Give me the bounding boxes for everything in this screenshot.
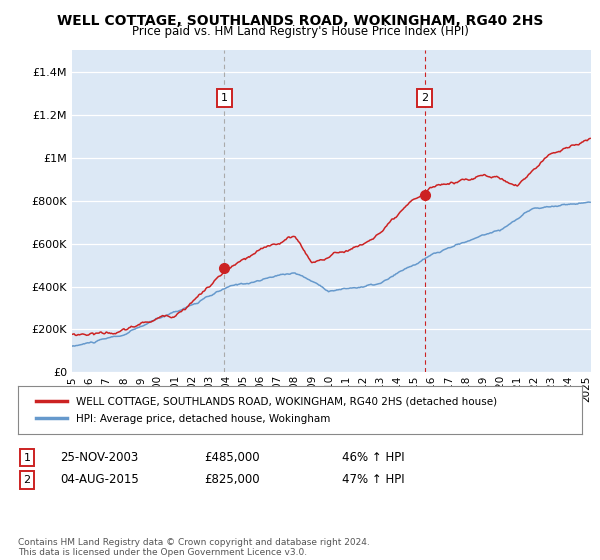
Text: 2: 2 bbox=[23, 475, 31, 485]
Text: Price paid vs. HM Land Registry's House Price Index (HPI): Price paid vs. HM Land Registry's House … bbox=[131, 25, 469, 38]
Text: 04-AUG-2015: 04-AUG-2015 bbox=[60, 473, 139, 487]
Text: £485,000: £485,000 bbox=[204, 451, 260, 464]
Text: 2: 2 bbox=[421, 92, 428, 102]
Text: £825,000: £825,000 bbox=[204, 473, 260, 487]
Text: WELL COTTAGE, SOUTHLANDS ROAD, WOKINGHAM, RG40 2HS: WELL COTTAGE, SOUTHLANDS ROAD, WOKINGHAM… bbox=[57, 14, 543, 28]
Text: Contains HM Land Registry data © Crown copyright and database right 2024.
This d: Contains HM Land Registry data © Crown c… bbox=[18, 538, 370, 557]
Text: 1: 1 bbox=[221, 92, 228, 102]
Text: 25-NOV-2003: 25-NOV-2003 bbox=[60, 451, 138, 464]
Legend: WELL COTTAGE, SOUTHLANDS ROAD, WOKINGHAM, RG40 2HS (detached house), HPI: Averag: WELL COTTAGE, SOUTHLANDS ROAD, WOKINGHAM… bbox=[29, 389, 504, 431]
Text: 47% ↑ HPI: 47% ↑ HPI bbox=[342, 473, 404, 487]
Text: 1: 1 bbox=[23, 452, 31, 463]
Text: 46% ↑ HPI: 46% ↑ HPI bbox=[342, 451, 404, 464]
